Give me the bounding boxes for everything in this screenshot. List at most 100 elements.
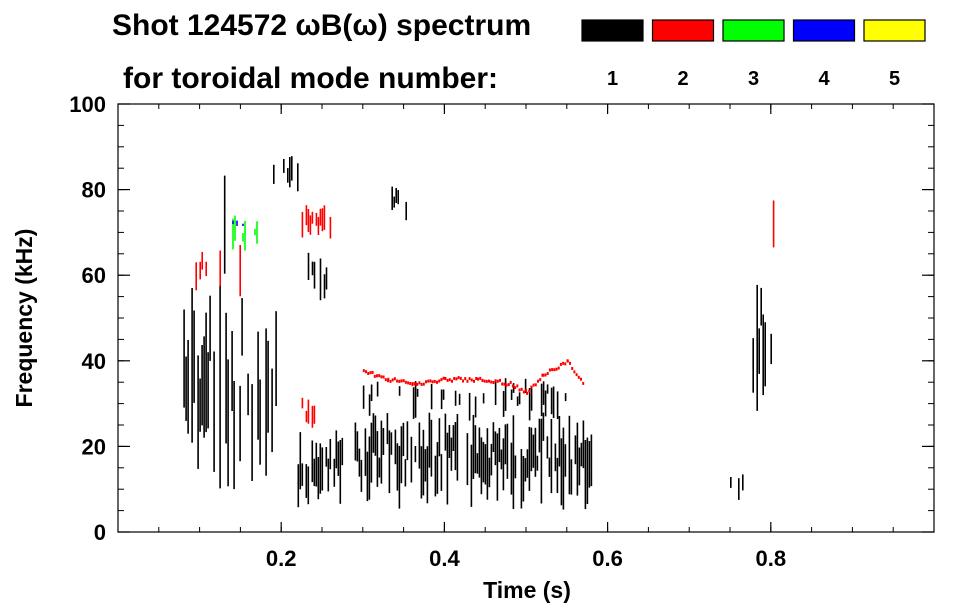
spectrum-stripe	[436, 442, 439, 494]
spectrum-stripe	[400, 426, 403, 484]
spectrum-region-mode-1	[183, 285, 277, 490]
spectrum-stripe	[542, 412, 545, 441]
trace-point	[455, 377, 458, 381]
spectrum-stripe	[203, 336, 205, 438]
spectrum-stripe	[564, 393, 567, 402]
trace-point	[418, 381, 421, 385]
trace-point	[483, 379, 486, 383]
spectrum-stripe	[762, 314, 764, 396]
spectrum-stripe	[446, 432, 449, 505]
spectrum-stripe	[540, 418, 543, 504]
trace-point	[475, 377, 478, 380]
spectrum-stripe	[341, 437, 344, 466]
spectrum-stripe	[490, 443, 493, 476]
spectrum-stripe	[448, 425, 451, 458]
spectrum-stripe	[530, 386, 533, 411]
trace-point	[481, 378, 484, 382]
spectrum-stripe	[532, 434, 535, 468]
trace-point	[444, 377, 447, 380]
spectrum-stripe	[327, 458, 330, 492]
spectrum-stripe	[526, 449, 529, 478]
trace-point	[400, 379, 403, 383]
spectrum-stripe	[225, 312, 227, 444]
trace-point	[485, 379, 488, 383]
spectrum-stripe	[311, 211, 314, 224]
spectrum-stripe	[518, 392, 521, 405]
trace-point	[373, 374, 376, 378]
spectrum-stripe	[584, 440, 587, 510]
spectrum-stripe	[772, 200, 775, 248]
spectrum-stripe	[307, 466, 310, 505]
trace-point	[440, 378, 443, 382]
spectrum-region-mode-2	[772, 200, 775, 248]
trace-point	[562, 361, 565, 365]
trace-point	[511, 384, 514, 388]
spectrum-stripe	[191, 288, 193, 443]
spectrum-stripe	[456, 414, 459, 481]
spectrum-stripe	[325, 447, 328, 467]
spectrum-stripe	[552, 386, 555, 418]
trace-point	[389, 379, 392, 383]
spectrum-stripe	[500, 449, 503, 470]
x-tick-label: 0.2	[266, 546, 297, 571]
trace-point	[522, 390, 525, 394]
trace-point	[546, 372, 549, 375]
spectrum-stripe	[582, 420, 585, 469]
spectrum-stripe	[510, 389, 513, 400]
spectrum-stripe	[468, 392, 471, 421]
spectrum-stripe	[368, 394, 371, 416]
spectrum-stripe	[452, 425, 455, 451]
trace-point	[516, 384, 519, 388]
spectrum-region-mode-1	[273, 156, 299, 192]
mode-legend: 1 2 3 4 5	[581, 19, 926, 90]
spectrum-stripe	[247, 373, 249, 416]
spectrum-stripe	[512, 383, 515, 393]
spectrum-stripe	[199, 261, 201, 280]
spectrum-stripe	[498, 427, 501, 463]
spectrum-stripe	[244, 220, 246, 251]
spectrum-region-mode-1	[391, 186, 407, 221]
spectrum-stripe	[410, 436, 413, 483]
spectrum-stripe	[430, 419, 433, 477]
legend-label-mode-1: 1	[607, 68, 618, 90]
legend-swatch-mode-3	[722, 19, 785, 42]
trace-point	[528, 389, 531, 393]
spectrum-stripe	[578, 447, 581, 486]
spectrum-stripe	[534, 427, 537, 477]
spectrum-stripe	[232, 220, 234, 225]
trace-point	[427, 379, 430, 383]
spectrum-stripe	[556, 457, 559, 493]
spectrum-stripe	[205, 261, 207, 277]
spectrum-stripe	[480, 437, 483, 495]
trace-point	[571, 367, 574, 370]
x-axis-label: Time (s)	[483, 577, 571, 603]
spectrum-stripe	[311, 440, 314, 483]
spectrum-stripe	[358, 448, 361, 477]
spectrum-stripe	[301, 397, 304, 409]
spectrum-stripe	[305, 410, 308, 423]
spectrum-stripe	[291, 156, 293, 181]
spectrum-stripe	[372, 413, 375, 453]
spectrum-stripe	[442, 389, 445, 400]
spectrum-stripe	[265, 328, 267, 476]
spectrum-stripe	[752, 338, 754, 393]
spectrum-stripe	[530, 427, 533, 472]
spectrum-stripe	[321, 447, 324, 491]
spectrum-stripe	[301, 463, 304, 486]
trace-point	[492, 381, 495, 384]
spectrum-stripe	[368, 436, 371, 500]
spectrum-region-mode-1	[354, 412, 593, 510]
trace-point	[396, 379, 399, 383]
spectrum-stripe	[227, 359, 229, 487]
spectrum-stripe	[213, 351, 215, 472]
spectrum-stripe	[374, 415, 377, 456]
spectrum-stripe	[548, 457, 551, 477]
trace-point	[459, 376, 462, 380]
trace-point	[494, 379, 497, 383]
spectrum-stripe	[454, 390, 457, 406]
spectrum-stripe	[420, 446, 423, 499]
trace-point	[520, 387, 523, 391]
spectrum-stripe	[378, 457, 381, 478]
spectrum-stripe	[576, 422, 579, 496]
spectrum-stripe	[586, 437, 589, 504]
